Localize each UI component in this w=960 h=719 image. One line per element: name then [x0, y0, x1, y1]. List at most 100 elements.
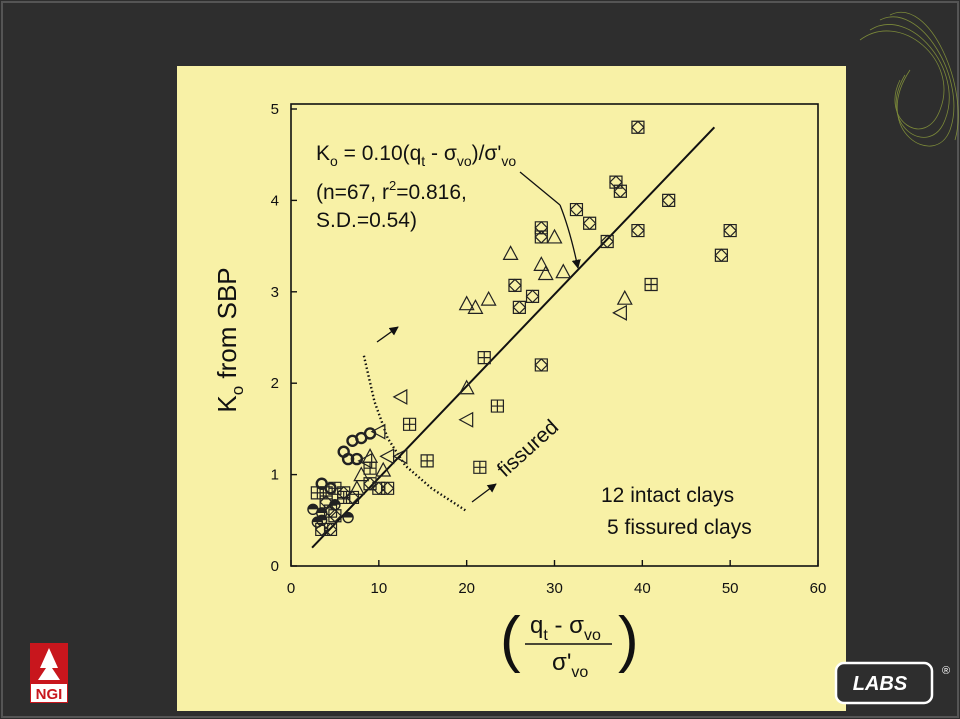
- stats-line-part: (n=67, r: [316, 181, 389, 204]
- equation-part: )/σ': [472, 142, 502, 165]
- x-tick-label: 10: [370, 580, 387, 597]
- data-point: [363, 461, 377, 475]
- data-point: [555, 263, 572, 279]
- data-point: [402, 417, 417, 431]
- data-point: [342, 511, 354, 524]
- data-point: [363, 476, 377, 491]
- y-axis-label-part: from SBP: [212, 267, 242, 385]
- data-point: [644, 277, 658, 292]
- x-axis-label-denominator: σ'vo: [552, 649, 588, 681]
- data-point: [600, 234, 615, 249]
- data-point: [458, 379, 475, 395]
- data-point: [616, 289, 633, 305]
- data-point: [723, 223, 738, 238]
- data-point: [458, 411, 474, 428]
- brand-box: [834, 661, 934, 705]
- x-axis-label-numerator: qt - σvo: [530, 612, 601, 644]
- paren-left: (: [500, 605, 521, 674]
- brand-text: LABS: [853, 673, 908, 695]
- brand-mark: ®: [942, 665, 950, 677]
- data-point: [392, 448, 408, 465]
- data-point: [533, 256, 550, 271]
- data-point: [370, 423, 386, 440]
- data-point: [546, 228, 563, 244]
- intact-arrow: [376, 326, 399, 343]
- point-half: [316, 515, 327, 521]
- data-point: [569, 202, 584, 217]
- equation-part: K: [316, 142, 330, 165]
- data-point: [480, 290, 497, 306]
- data-point: [502, 245, 519, 261]
- fissured-arrow: [471, 483, 497, 503]
- data-point: [323, 522, 338, 537]
- data-point: [380, 481, 395, 496]
- boundary-curve: [362, 355, 468, 513]
- data-point: [316, 514, 328, 526]
- data-point: [534, 358, 549, 372]
- equation-part: vo: [501, 153, 516, 169]
- chart-background: [177, 66, 846, 711]
- data-point: [458, 295, 475, 311]
- x-tick-label: 0: [287, 580, 295, 597]
- data-point: [508, 278, 522, 293]
- x-tick-label: 50: [722, 580, 739, 597]
- annotation: 5 fissured clays: [607, 516, 752, 539]
- y-axis-label: Ko from SBP: [212, 267, 247, 412]
- y-tick-label: 2: [271, 375, 279, 392]
- data-point: [346, 434, 359, 447]
- data-point: [473, 460, 487, 474]
- data-point: [631, 223, 645, 238]
- data-point: [420, 454, 434, 468]
- logo-tree: [38, 648, 60, 680]
- data-point: [477, 351, 491, 365]
- stats-line-part: 2: [389, 178, 396, 193]
- y-tick-label: 1: [271, 467, 279, 484]
- x-tick-label: 40: [634, 580, 651, 597]
- equation-arrow: [559, 204, 581, 269]
- data-point: [357, 452, 373, 469]
- data-point: [661, 193, 676, 208]
- stats-line: S.D.=0.54): [316, 209, 417, 232]
- data-point: [612, 304, 627, 321]
- logo-text: NGI: [36, 686, 63, 703]
- logo-band: [31, 684, 67, 702]
- data-point: [490, 399, 505, 413]
- arrow-shaft: [519, 171, 561, 206]
- y-axis-label-part: K: [212, 395, 242, 413]
- stats-line-part: =0.816,: [396, 181, 467, 204]
- x-axis-label-numerator-part: - σ: [548, 612, 584, 639]
- equation-part: o: [330, 153, 338, 169]
- equation-part: vo: [457, 153, 472, 169]
- equation-part: - σ: [425, 142, 457, 165]
- data-point: [350, 452, 364, 466]
- x-tick-label: 30: [546, 580, 563, 597]
- data-point: [392, 388, 408, 405]
- x-tick-label: 20: [458, 580, 475, 597]
- y-tick-label: 3: [271, 284, 279, 301]
- point-half: [316, 507, 327, 513]
- y-tick-label: 4: [271, 192, 279, 209]
- data-point: [467, 299, 484, 314]
- x-tick-label: 60: [810, 580, 827, 597]
- data-point: [537, 265, 554, 281]
- data-point: [609, 175, 623, 189]
- y-tick-label: 5: [271, 101, 279, 118]
- y-axis-label-part: o: [228, 386, 247, 395]
- x-axis-label-denominator-part: σ': [552, 649, 571, 676]
- data-point: [348, 480, 365, 495]
- stats-line: (n=67, r2=0.816,: [316, 178, 467, 204]
- data-point: [337, 490, 351, 505]
- equation-part: t: [421, 153, 425, 169]
- data-point: [714, 248, 729, 263]
- x-axis-label-denominator-part: vo: [571, 664, 588, 681]
- point-half: [343, 512, 354, 518]
- data-point: [319, 495, 333, 509]
- data-point: [512, 300, 527, 315]
- point-half: [307, 504, 318, 510]
- y-tick-label: 0: [271, 558, 279, 575]
- fit-line: [311, 126, 716, 549]
- data-point: [582, 216, 597, 231]
